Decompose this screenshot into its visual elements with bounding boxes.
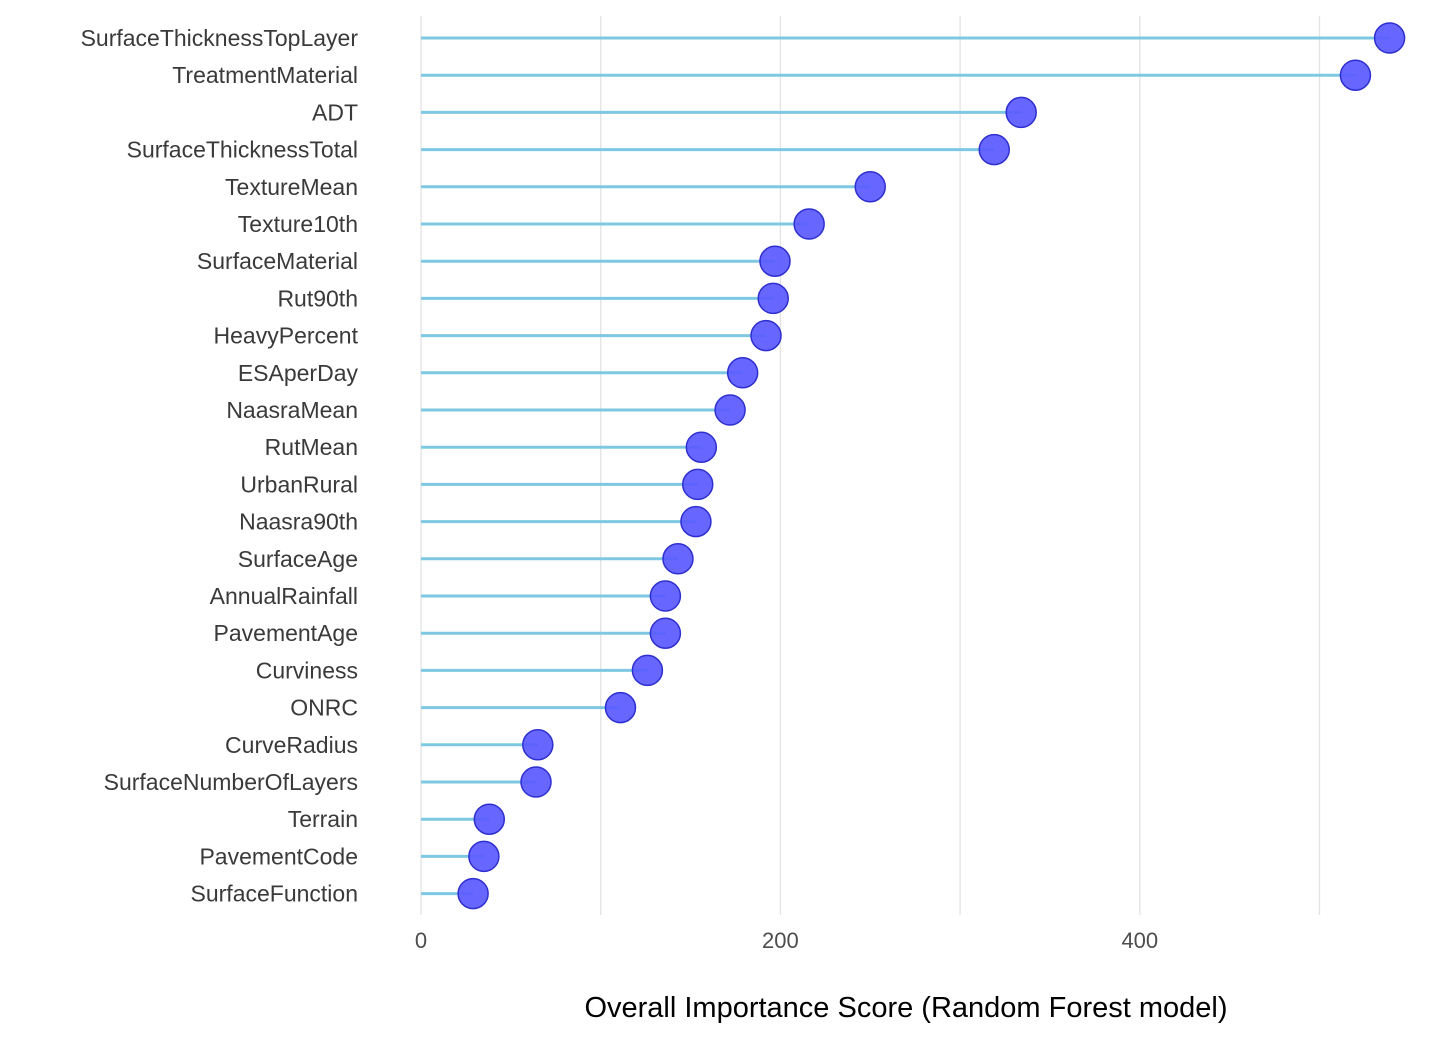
point-ONRC	[604, 691, 637, 724]
category-label-AnnualRainfall: AnnualRainfall	[210, 583, 358, 609]
stems	[421, 36, 1390, 896]
point-SurfaceFunction	[457, 877, 489, 910]
category-label-PavementAge: PavementAge	[214, 620, 358, 646]
point-AnnualRainfall	[649, 580, 682, 612]
point-Rut90th	[757, 282, 789, 315]
point-SurfaceThicknessTopLayer	[1373, 22, 1406, 54]
point-Texture10th	[793, 208, 825, 240]
category-label-TextureMean: TextureMean	[225, 174, 358, 200]
point-PavementCode	[468, 840, 500, 873]
category-label-HeavyPercent: HeavyPercent	[214, 323, 359, 349]
gridlines	[420, 16, 1321, 915]
x-axis-title: Overall Importance Score (Random Forest …	[584, 992, 1227, 1024]
category-label-SurfaceAge: SurfaceAge	[238, 546, 358, 572]
category-label-Terrain: Terrain	[288, 806, 358, 832]
point-Curviness	[631, 654, 664, 687]
x-tick-label-400: 400	[1121, 928, 1158, 953]
point-NaasraMean	[714, 394, 746, 426]
category-label-Curviness: Curviness	[256, 657, 358, 683]
category-label-SurfaceMaterial: SurfaceMaterial	[197, 248, 358, 274]
category-label-SurfaceFunction: SurfaceFunction	[191, 881, 358, 907]
point-TreatmentMaterial	[1339, 59, 1372, 91]
points	[457, 22, 1406, 910]
point-Terrain	[473, 803, 506, 835]
point-TextureMean	[854, 171, 886, 203]
category-label-NaasraMean: NaasraMean	[226, 397, 358, 423]
point-CurveRadius	[522, 729, 554, 761]
point-Naasra90th	[680, 505, 712, 538]
category-labels: SurfaceThicknessTopLayer TreatmentMateria…	[81, 25, 359, 907]
point-ADT	[1005, 96, 1037, 129]
point-SurfaceNumberOfLayers	[520, 766, 552, 798]
point-SurfaceMaterial	[759, 245, 791, 277]
category-label-SurfaceThicknessTotal: SurfaceThicknessTotal	[127, 137, 358, 163]
point-SurfaceThicknessTotal	[978, 133, 1010, 166]
category-label-PavementCode: PavementCode	[199, 843, 358, 869]
x-tick-labels: 0 200 400	[415, 928, 1158, 953]
point-SurfaceAge	[662, 543, 694, 575]
category-label-TreatmentMaterial: TreatmentMaterial	[172, 62, 358, 88]
category-label-ONRC: ONRC	[290, 695, 358, 721]
point-UrbanRural	[681, 468, 714, 501]
category-label-Texture10th: Texture10th	[238, 211, 358, 237]
category-label-SurfaceThicknessTopLayer: SurfaceThicknessTopLayer	[81, 25, 359, 51]
point-HeavyPercent	[750, 319, 782, 352]
category-label-RutMean: RutMean	[265, 434, 358, 460]
x-tick-label-0: 0	[415, 928, 427, 953]
x-tick-label-200: 200	[762, 928, 799, 953]
point-ESAperDay	[726, 357, 759, 389]
category-label-ESAperDay: ESAperDay	[238, 360, 359, 386]
category-label-Rut90th: Rut90th	[277, 285, 358, 311]
point-PavementAge	[649, 617, 682, 649]
category-label-CurveRadius: CurveRadius	[225, 732, 358, 758]
category-label-Naasra90th: Naasra90th	[239, 509, 358, 535]
point-RutMean	[685, 431, 718, 463]
category-label-ADT: ADT	[312, 99, 358, 125]
category-label-UrbanRural: UrbanRural	[240, 471, 358, 497]
category-label-SurfaceNumberOfLayers: SurfaceNumberOfLayers	[104, 769, 358, 795]
